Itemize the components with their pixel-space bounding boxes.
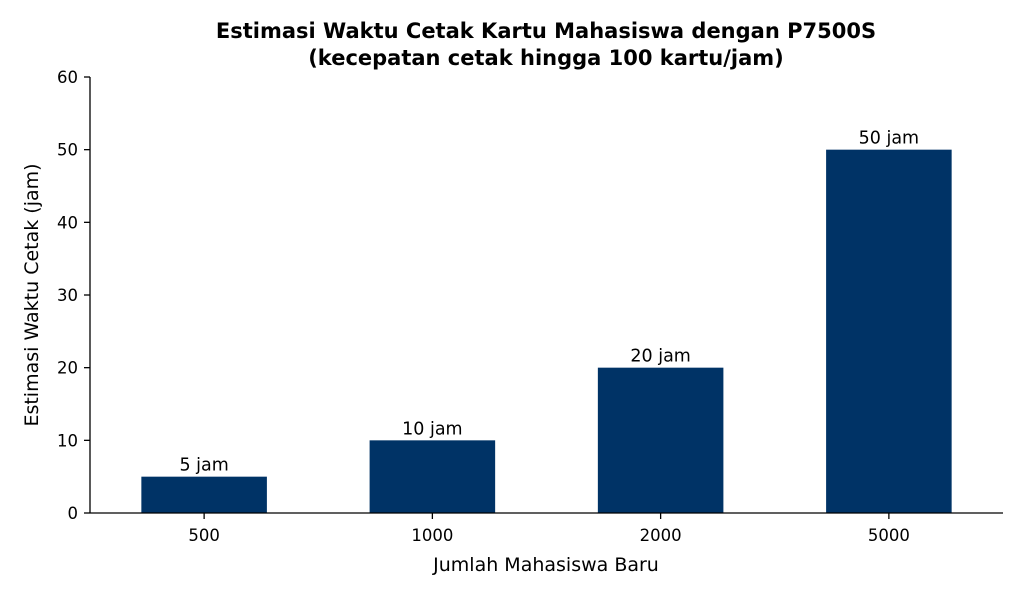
y-tick-label-60: 60 (57, 68, 78, 87)
x-tick-label-1000: 1000 (411, 526, 453, 545)
bar-5000 (826, 149, 952, 513)
x-axis-label: Jumlah Mahasiswa Baru (432, 554, 659, 576)
bars-group: 5 jam 10 jam 20 jam 50 jam (141, 129, 952, 513)
x-axis-ticks: 500 1000 2000 5000 (188, 513, 910, 545)
bar-2000 (597, 367, 724, 513)
y-tick-label-40: 40 (57, 213, 78, 232)
y-tick-label-30: 30 (57, 286, 78, 305)
data-label-5000: 50 jam (859, 129, 919, 149)
data-label-1000: 10 jam (402, 419, 462, 439)
y-tick-label-0: 0 (68, 504, 79, 523)
bar-1000 (369, 440, 496, 513)
chart-title-line-2: (kecepatan cetak hingga 100 kartu/jam) (308, 46, 784, 70)
y-tick-label-50: 50 (57, 141, 78, 160)
chart-title-line-1: Estimasi Waktu Cetak Kartu Mahasiswa den… (216, 19, 876, 43)
data-label-2000: 20 jam (630, 347, 690, 367)
x-tick-label-2000: 2000 (640, 526, 682, 545)
y-axis-ticks: 0 10 20 30 40 50 60 (57, 68, 90, 523)
y-axis-label: Estimasi Waktu Cetak (jam) (21, 163, 43, 426)
data-label-500: 5 jam (179, 456, 228, 476)
x-tick-label-5000: 5000 (868, 526, 910, 545)
y-tick-label-10: 10 (57, 431, 78, 450)
bar-500 (141, 476, 267, 513)
y-tick-label-20: 20 (57, 359, 78, 378)
x-tick-label-500: 500 (188, 526, 220, 545)
